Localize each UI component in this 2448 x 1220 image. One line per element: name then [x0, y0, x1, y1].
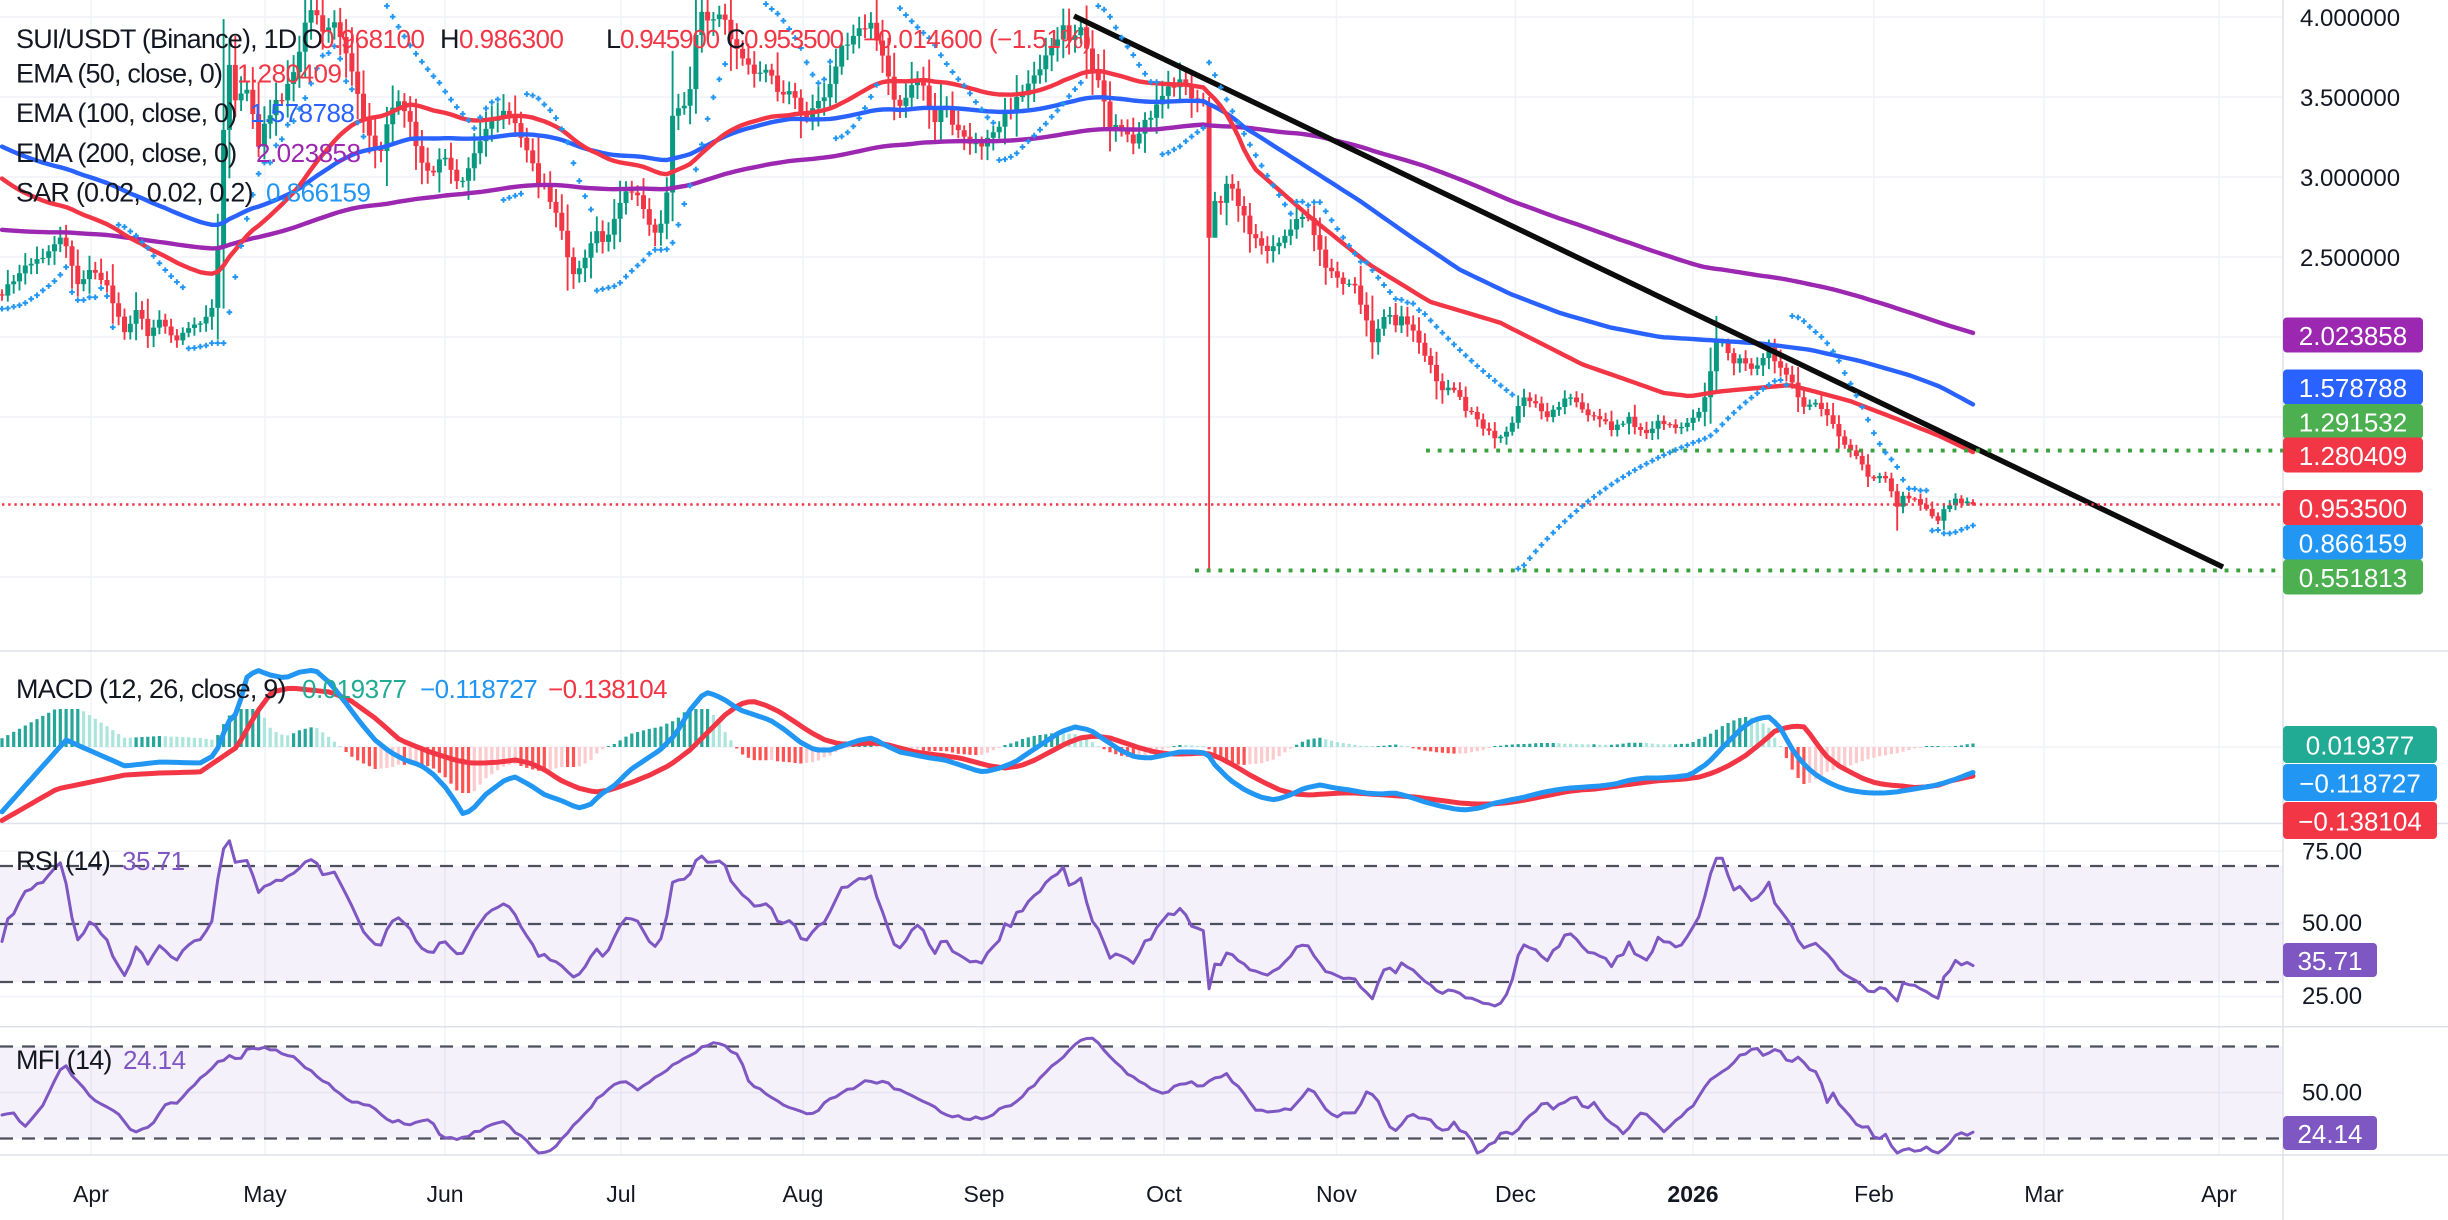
svg-text:L: L [606, 24, 621, 54]
svg-text:0.945900: 0.945900 [620, 24, 720, 54]
svg-text:Sep: Sep [964, 1181, 1005, 1207]
svg-text:SAR (0.02, 0.02, 0.2): SAR (0.02, 0.02, 0.2) [16, 178, 253, 208]
svg-text:O: O [302, 24, 322, 54]
svg-text:50.00: 50.00 [2302, 1080, 2362, 1107]
svg-text:MACD (12, 26, close, 9): MACD (12, 26, close, 9) [16, 674, 286, 704]
svg-text:0.953500: 0.953500 [744, 24, 844, 54]
svg-text:Apr: Apr [2201, 1181, 2237, 1207]
svg-text:24.14: 24.14 [123, 1045, 186, 1075]
svg-text:2.023858: 2.023858 [256, 138, 360, 168]
svg-text:−0.118727: −0.118727 [420, 674, 537, 704]
svg-text:2.500000: 2.500000 [2300, 245, 2400, 272]
svg-text:3.500000: 3.500000 [2300, 85, 2400, 112]
svg-text:EMA (100, close, 0): EMA (100, close, 0) [16, 98, 236, 128]
svg-text:1.578788: 1.578788 [2299, 373, 2407, 403]
svg-text:2.023858: 2.023858 [2299, 321, 2407, 351]
svg-text:0.968100: 0.968100 [320, 24, 424, 54]
svg-text:−0.138104: −0.138104 [548, 674, 667, 704]
svg-text:SUI/USDT (Binance), 1D: SUI/USDT (Binance), 1D [16, 24, 297, 54]
svg-text:Jun: Jun [426, 1181, 463, 1207]
svg-text:1.280409: 1.280409 [2299, 441, 2407, 471]
svg-text:50.00: 50.00 [2302, 910, 2362, 937]
svg-text:Feb: Feb [1854, 1181, 1894, 1207]
svg-text:EMA (50, close, 0): EMA (50, close, 0) [16, 59, 222, 89]
svg-text:Aug: Aug [783, 1181, 824, 1207]
svg-text:May: May [243, 1181, 287, 1207]
svg-text:35.71: 35.71 [122, 846, 185, 876]
svg-text:35.71: 35.71 [2297, 946, 2362, 976]
svg-text:0.866159: 0.866159 [266, 178, 370, 208]
svg-text:Nov: Nov [1316, 1181, 1357, 1207]
svg-text:24.14: 24.14 [2297, 1119, 2362, 1149]
svg-text:Apr: Apr [73, 1181, 109, 1207]
svg-text:1.291532: 1.291532 [2299, 408, 2407, 438]
svg-text:0.953500: 0.953500 [2299, 494, 2407, 524]
svg-text:3.000000: 3.000000 [2300, 165, 2400, 192]
svg-text:Oct: Oct [1146, 1181, 1182, 1207]
svg-text:0.019377: 0.019377 [302, 674, 406, 704]
svg-text:EMA (200, close, 0): EMA (200, close, 0) [16, 138, 236, 168]
svg-text:75.00: 75.00 [2302, 839, 2362, 866]
svg-text:Mar: Mar [2024, 1181, 2064, 1207]
svg-text:0.551813: 0.551813 [2299, 563, 2407, 593]
svg-text:4.000000: 4.000000 [2300, 5, 2400, 32]
svg-text:0.866159: 0.866159 [2299, 529, 2407, 559]
svg-text:−0.138104: −0.138104 [2298, 807, 2422, 837]
svg-text:C: C [726, 24, 745, 54]
svg-text:−0.118727: −0.118727 [2299, 769, 2421, 799]
svg-text:2026: 2026 [1667, 1181, 1718, 1207]
svg-text:Dec: Dec [1495, 1181, 1536, 1207]
svg-text:RSI (14): RSI (14) [16, 846, 110, 876]
svg-text:1.280409: 1.280409 [237, 59, 341, 89]
svg-text:25.00: 25.00 [2302, 983, 2362, 1010]
svg-text:MFI (14): MFI (14) [16, 1045, 112, 1075]
svg-text:−0.014600 (−1.51%): −0.014600 (−1.51%) [863, 24, 1091, 54]
svg-text:Jul: Jul [606, 1181, 635, 1207]
svg-text:0.986300: 0.986300 [459, 24, 563, 54]
svg-text:1.578788: 1.578788 [250, 98, 354, 128]
svg-text:0.019377: 0.019377 [2306, 731, 2414, 761]
svg-text:H: H [440, 24, 459, 54]
